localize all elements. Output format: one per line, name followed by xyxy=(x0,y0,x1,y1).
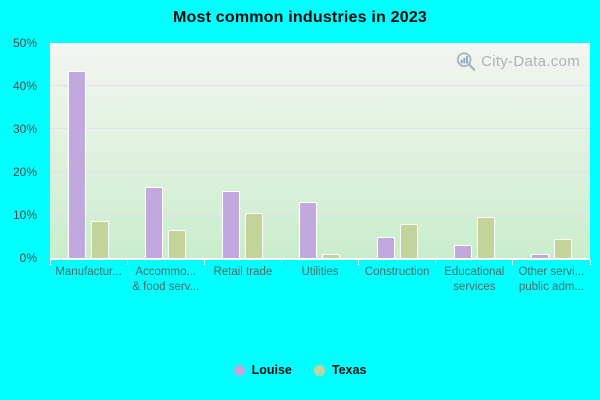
x-axis-label: Educational services xyxy=(444,266,505,293)
gridline xyxy=(50,85,590,86)
legend: Louise Texas xyxy=(0,363,600,377)
plot-area: City-Data.com xyxy=(49,43,591,265)
bar-louise-4 xyxy=(376,236,395,258)
bar-group xyxy=(127,43,204,258)
bar-texas-4 xyxy=(399,223,418,258)
bar-group xyxy=(513,43,590,258)
x-tick xyxy=(280,260,282,265)
watermark-text: City-Data.com xyxy=(481,53,580,70)
bar-texas-5 xyxy=(476,217,495,258)
x-axis-label: Construction xyxy=(364,266,430,278)
bar-group xyxy=(281,43,358,258)
y-tick-label: 20% xyxy=(12,165,37,179)
x-axis-label: Retail trade xyxy=(213,266,273,278)
bar-group xyxy=(359,43,436,258)
bar-group xyxy=(50,43,127,258)
x-tick xyxy=(512,260,514,265)
gridline xyxy=(50,128,590,129)
y-tick-label: 50% xyxy=(12,36,37,50)
x-axis-label: Manufactur... xyxy=(55,266,122,278)
y-tick-label: 30% xyxy=(12,122,37,136)
bar-group xyxy=(204,43,281,258)
bar-louise-5 xyxy=(453,245,472,258)
gridline xyxy=(50,214,590,215)
bar-group xyxy=(436,43,513,258)
city-data-logo-icon xyxy=(455,51,477,72)
x-tick xyxy=(589,260,591,265)
legend-swatch-texas xyxy=(313,364,325,376)
gridline xyxy=(50,171,590,172)
bar-louise-6 xyxy=(530,253,549,258)
x-tick xyxy=(358,260,360,265)
y-axis: 0% 10% 20% 30% 40% 50% xyxy=(0,36,40,265)
bar-texas-6 xyxy=(553,238,572,258)
bar-louise-2 xyxy=(222,191,241,258)
bar-texas-3 xyxy=(322,253,341,258)
x-tick xyxy=(435,260,437,265)
x-tick xyxy=(49,260,51,265)
bar-louise-3 xyxy=(299,202,318,258)
legend-label-louise: Louise xyxy=(251,363,292,377)
x-tick xyxy=(126,260,128,265)
y-tick-label: 10% xyxy=(12,208,37,222)
bar-texas-2 xyxy=(245,212,264,258)
bar-texas-1 xyxy=(168,230,187,258)
y-tick-label: 0% xyxy=(19,251,37,265)
x-axis-label: Utilities xyxy=(301,266,339,278)
y-tick-label: 40% xyxy=(12,79,37,93)
x-axis-label: Accommo... & food serv... xyxy=(132,266,200,293)
bar-louise-1 xyxy=(145,187,164,258)
legend-item-louise: Louise xyxy=(233,363,292,377)
watermark: City-Data.com xyxy=(455,51,580,72)
x-tick xyxy=(203,260,205,265)
bar-texas-0 xyxy=(91,221,110,258)
x-axis-labels: Manufactur... Accommo... & food serv... Ret… xyxy=(50,265,590,301)
chart-title: Most common industries in 2023 xyxy=(172,9,428,26)
legend-label-texas: Texas xyxy=(331,363,367,377)
legend-swatch-louise xyxy=(233,364,245,376)
x-axis-label: Other servi... public adm... xyxy=(518,266,585,293)
legend-item-texas: Texas xyxy=(313,363,367,377)
bar-louise-0 xyxy=(68,70,87,258)
